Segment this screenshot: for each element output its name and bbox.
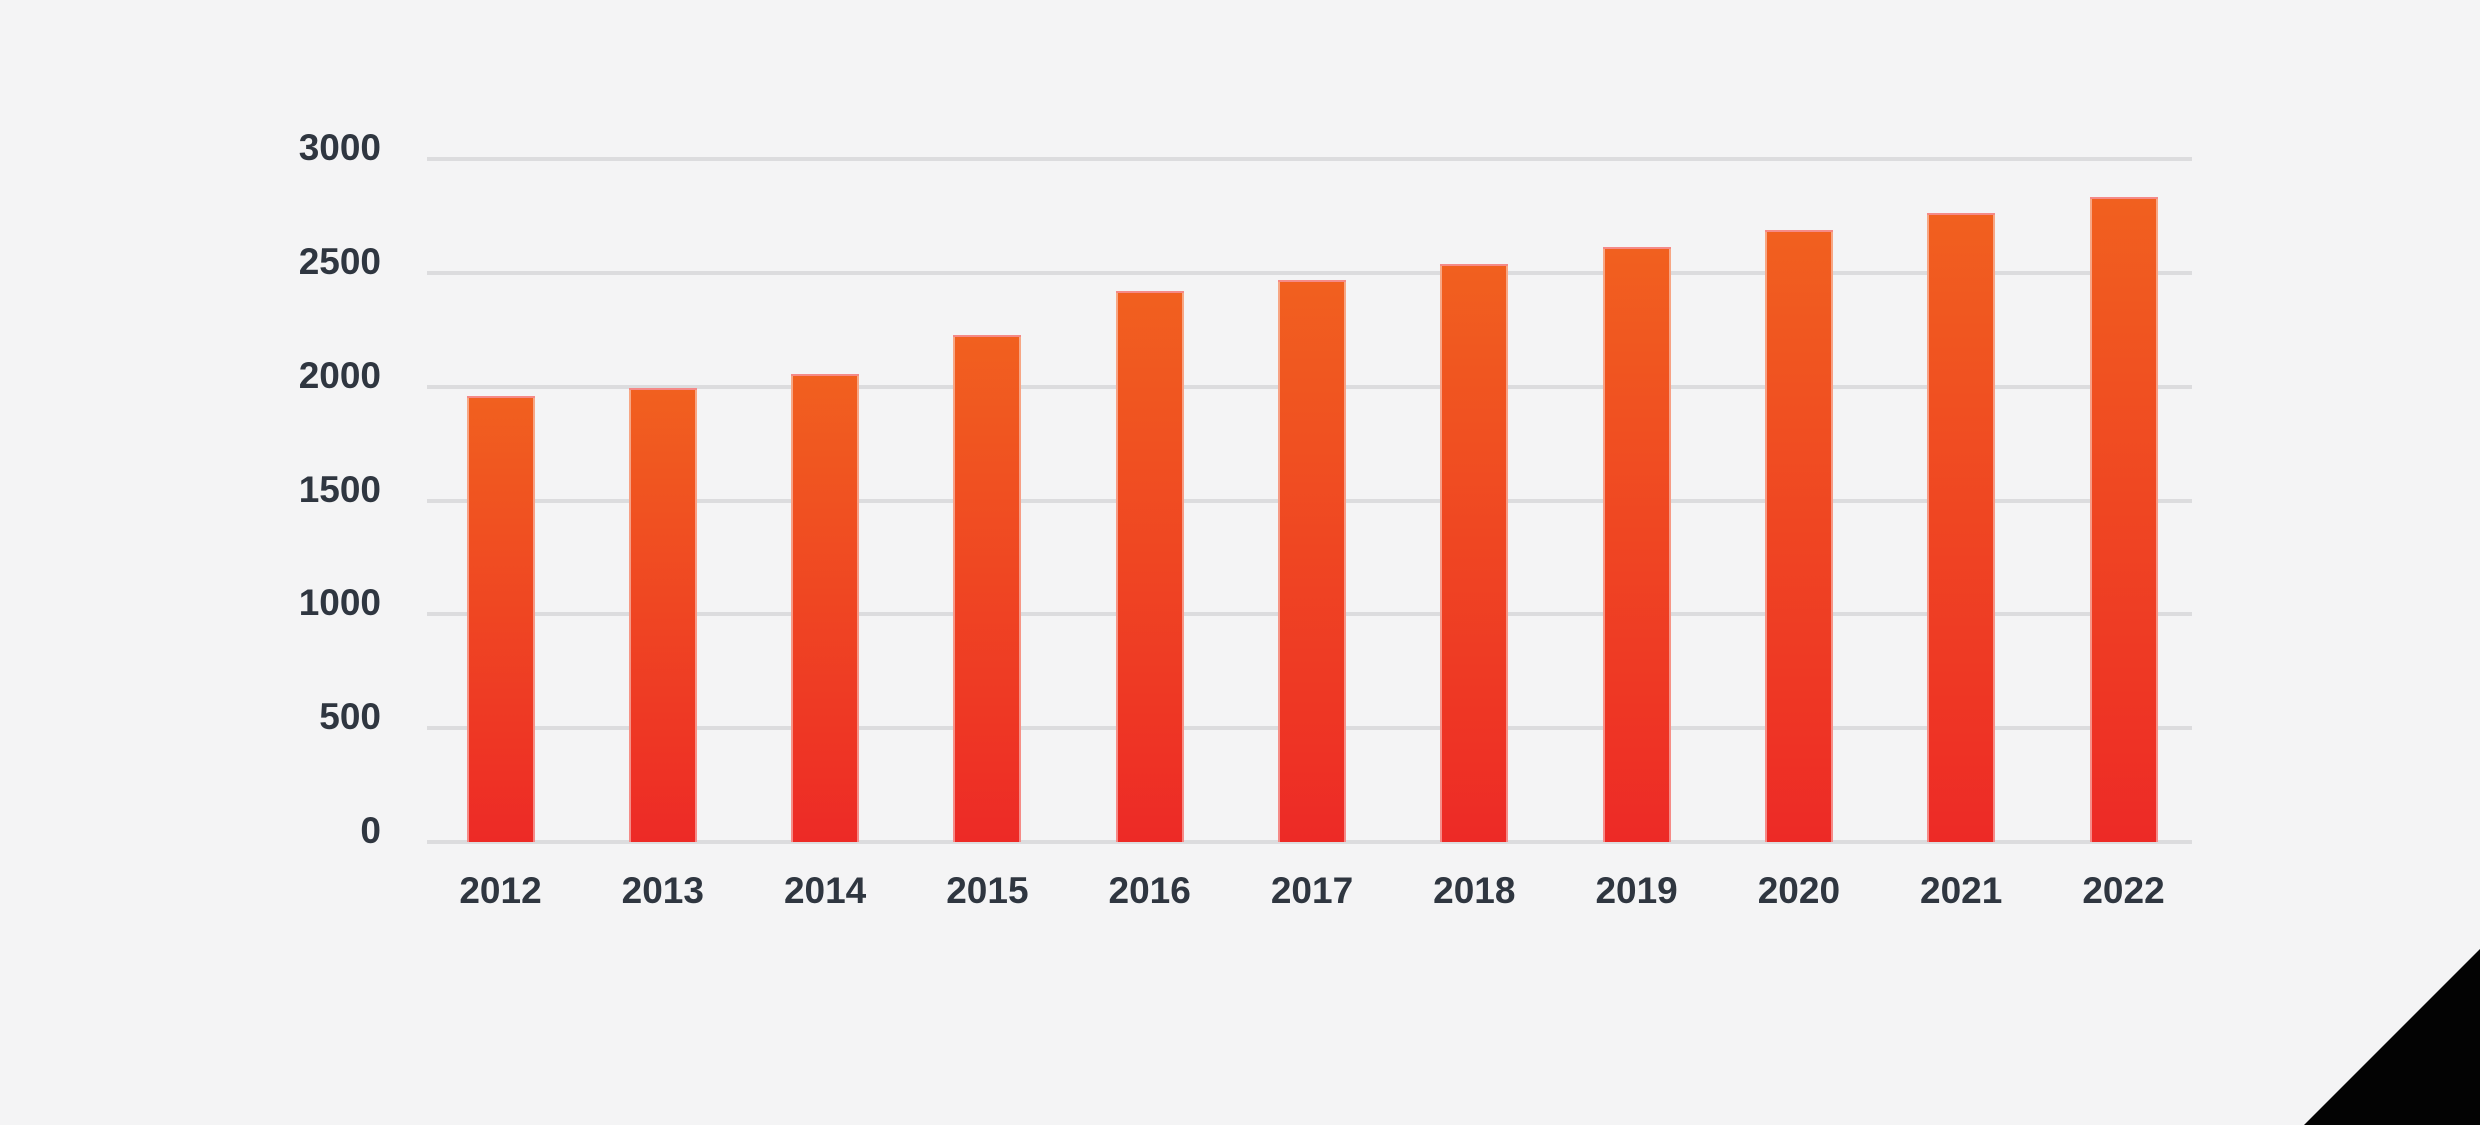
x-axis-tick-label: 2013	[621, 870, 704, 911]
y-axis-tick-label: 3000	[298, 127, 381, 168]
x-axis-tick-label: 2022	[2082, 870, 2165, 911]
bar-2015	[953, 335, 1022, 842]
bar-2012	[466, 395, 535, 842]
y-axis-tick-label: 2500	[298, 240, 381, 282]
plot-area	[427, 157, 2192, 844]
bar-2021	[1927, 212, 1996, 842]
x-axis-tick-label: 2017	[1270, 870, 1354, 911]
x-axis-tick-label: 2016	[1108, 870, 1191, 911]
gridline-3000	[427, 157, 2192, 161]
bar-2013	[628, 387, 697, 842]
y-axis-tick-label: 1000	[298, 582, 381, 624]
gridline-0	[427, 840, 2192, 844]
x-axis-tick-label: 2015	[946, 870, 1029, 911]
x-axis-tick-label: 2019	[1595, 870, 1678, 911]
x-axis-tick-label: 2021	[1920, 870, 2003, 911]
x-axis-tick-label: 2020	[1757, 870, 1841, 911]
bar-2022	[2089, 196, 2158, 842]
bar-2017	[1278, 279, 1346, 842]
bar-2019	[1602, 246, 1671, 842]
y-axis-tick-label: 1500	[298, 468, 381, 510]
bar-2020	[1764, 229, 1833, 842]
y-axis-tick-label: 0	[360, 810, 381, 851]
corner-triangle-decoration	[2304, 949, 2480, 1125]
x-axis-tick-label: 2018	[1433, 870, 1516, 911]
y-axis-tick-label: 500	[319, 696, 381, 738]
bar-2018	[1440, 263, 1509, 842]
x-axis-tick-label: 2012	[459, 870, 542, 911]
x-axis-tick-label: 2014	[783, 870, 867, 911]
bar-2014	[791, 374, 860, 842]
y-axis-tick-label: 2000	[298, 354, 381, 396]
bar-2016	[1115, 291, 1184, 842]
gridline-2500	[427, 270, 2192, 275]
